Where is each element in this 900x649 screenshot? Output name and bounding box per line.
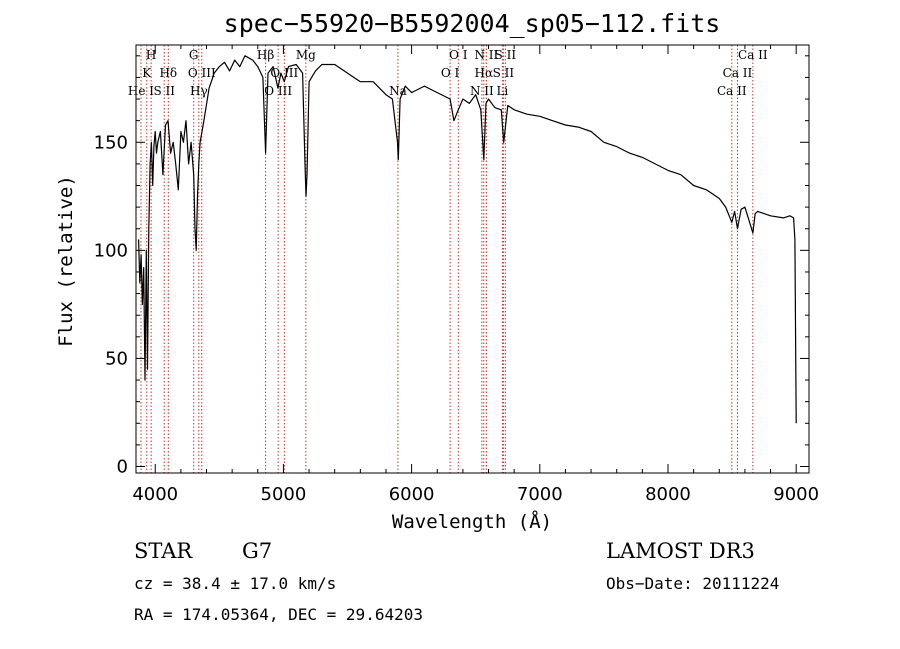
- spectral-line-label: Hβ: [257, 48, 274, 62]
- spectral-line-label: O I: [441, 66, 460, 80]
- spectral-line-label: Li: [496, 84, 508, 98]
- y-tick-label: 150: [94, 132, 128, 153]
- spectral-line-labels: He I KH S II Hδ G Hγ O III Hβ O III O III Mg Na O I O…: [128, 48, 768, 98]
- x-tick-label: 4000: [132, 484, 178, 505]
- y-tick-label: 0: [117, 457, 128, 478]
- x-tick-label: 8000: [645, 484, 691, 505]
- spectral-line-label: G: [189, 48, 199, 62]
- spectral-line-label: Na: [389, 84, 407, 98]
- spectral-line-label: K: [142, 66, 152, 80]
- spectral-line-label: Ca II: [717, 84, 747, 98]
- spectral-line-label: Ca II: [738, 48, 768, 62]
- spectral-line-label: S II: [153, 84, 175, 98]
- spectral-line-markers: [140, 45, 754, 473]
- x-axis: 4000 5000 6000 7000 8000 9000: [132, 45, 819, 505]
- spectral-line-label: Ca II: [723, 66, 753, 80]
- spectral-line-label: S II: [495, 48, 517, 62]
- y-tick-label: 100: [94, 240, 128, 261]
- plot-frame: [135, 44, 810, 474]
- x-tick-label: 9000: [773, 484, 819, 505]
- y-tick-label: 50: [105, 348, 128, 369]
- x-axis-label: Wavelength (Å): [392, 510, 552, 533]
- subclass: G7: [242, 539, 272, 563]
- spectral-line-label: S II: [493, 66, 515, 80]
- sky-coordinates: RA = 174.05364, DEC = 29.64203: [134, 605, 423, 624]
- spectral-line-label: O III: [264, 84, 292, 98]
- redshift-velocity: cz = 38.4 ± 17.0 km/s: [134, 574, 336, 593]
- x-tick-label: 7000: [517, 484, 563, 505]
- spectral-line-label: Hδ: [159, 66, 177, 80]
- flux-series-line: [138, 55, 797, 424]
- x-tick-label: 5000: [261, 484, 307, 505]
- spectral-line-label: O III: [188, 66, 216, 80]
- x-tick-label: 6000: [389, 484, 435, 505]
- spectral-line-label: Hα: [474, 66, 493, 80]
- y-axis-label: Flux (relative): [55, 175, 77, 347]
- spectral-line-label: Hγ: [190, 84, 208, 98]
- spectral-line-label: N II: [474, 48, 498, 62]
- spectral-line-label: O III: [270, 66, 298, 80]
- spectral-line-label: O I: [449, 48, 468, 62]
- object-type: STAR: [134, 539, 193, 563]
- spectral-line-label: N II: [470, 84, 494, 98]
- chart-title: spec−55920−B5592004_sp05−112.fits: [224, 9, 721, 38]
- spectral-line-label: H: [146, 48, 156, 62]
- observation-date: Obs−Date: 20111224: [606, 574, 779, 593]
- spectral-line-label: He I: [128, 84, 154, 98]
- y-axis: 0 50 100 150: [94, 55, 809, 478]
- spectral-line-label: Mg: [296, 48, 316, 62]
- survey-name: LAMOST DR3: [606, 539, 755, 563]
